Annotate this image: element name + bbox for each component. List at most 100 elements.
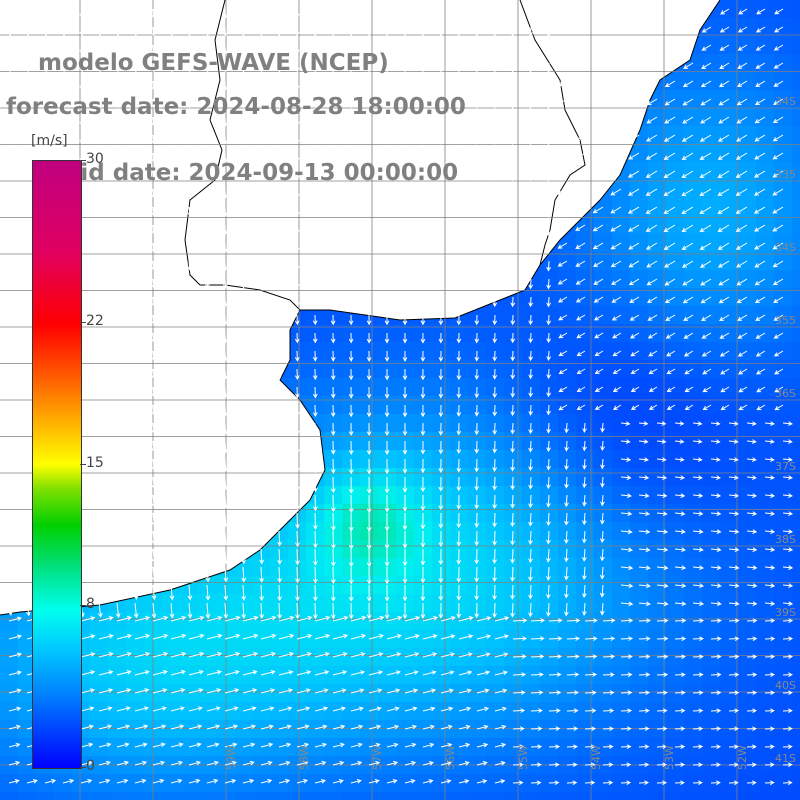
- wind-speed-cell: [792, 108, 800, 127]
- wind-arrow: [314, 706, 329, 712]
- wind-arrow: [647, 314, 658, 321]
- wind-arrow: [674, 457, 685, 462]
- wind-arrow: [8, 584, 13, 598]
- wind-speed-cell: [774, 324, 793, 343]
- wind-arrow: [422, 706, 436, 712]
- wind-arrow: [8, 634, 22, 640]
- wind-speed-cell: [558, 792, 577, 800]
- wind-arrow: [350, 760, 363, 766]
- wind-speed-cell: [684, 108, 703, 127]
- wind-arrow: [402, 531, 408, 549]
- wind-arrow: [699, 260, 712, 268]
- wind-arrow: [612, 404, 622, 410]
- wind-arrow: [258, 134, 264, 145]
- wind-arrow: [97, 422, 103, 434]
- wind-arrow: [764, 672, 776, 678]
- wind-speed-cell: [792, 72, 800, 91]
- wind-arrow: [474, 188, 480, 199]
- wind-arrow: [611, 62, 622, 69]
- wind-arrow: [115, 26, 120, 37]
- wind-arrow: [278, 724, 292, 730]
- wind-arrow: [710, 708, 722, 714]
- wind-arrow: [7, 440, 13, 452]
- wind-arrow: [348, 80, 354, 91]
- wind-arrow: [151, 350, 156, 362]
- wind-arrow: [115, 278, 120, 289]
- wind-arrow: [402, 315, 408, 326]
- wind-arrow: [259, 512, 264, 528]
- wind-arrow: [710, 690, 722, 696]
- wind-arrow: [366, 8, 372, 19]
- wind-arrow: [133, 368, 138, 380]
- wind-arrow: [512, 762, 524, 768]
- wind-arrow: [7, 206, 13, 217]
- wind-arrow: [384, 81, 390, 91]
- colorbar-tick-mark: [80, 321, 86, 323]
- wind-arrow: [438, 224, 444, 235]
- wind-arrow: [782, 601, 794, 606]
- wind-arrow: [474, 458, 480, 473]
- wind-arrow: [610, 134, 622, 142]
- wind-arrow: [755, 80, 766, 87]
- wind-arrow: [564, 566, 569, 581]
- wind-arrow: [205, 584, 211, 601]
- wind-arrow: [456, 116, 462, 127]
- wind-arrow: [187, 584, 193, 601]
- wind-arrow: [294, 314, 300, 326]
- wind-speed-cell: [666, 144, 685, 163]
- wind-speed-cell: [720, 378, 739, 397]
- wind-arrow: [746, 529, 758, 534]
- wind-arrow: [438, 260, 444, 271]
- wind-arrow: [25, 512, 31, 525]
- wind-arrow: [151, 602, 157, 619]
- wind-arrow: [133, 26, 138, 37]
- wind-arrow: [278, 670, 294, 676]
- wind-arrow: [402, 153, 408, 163]
- wind-arrow: [223, 458, 228, 472]
- wind-arrow: [97, 242, 102, 253]
- wind-arrow: [368, 724, 382, 730]
- wind-arrow: [223, 548, 229, 565]
- wind-arrow: [438, 62, 444, 73]
- wind-arrow: [134, 706, 149, 712]
- wind-arrow: [474, 80, 480, 91]
- wind-arrow: [719, 314, 730, 322]
- wind-speed-cell: [612, 270, 631, 289]
- wind-arrow: [384, 476, 390, 494]
- wind-arrow: [512, 708, 526, 713]
- wind-arrow: [188, 670, 204, 676]
- wind-speed-cell: [666, 324, 685, 343]
- wind-arrow: [97, 530, 103, 544]
- wind-arrow: [296, 706, 311, 712]
- wind-arrow: [312, 332, 318, 344]
- wind-arrow: [80, 760, 93, 766]
- wind-arrow: [295, 602, 300, 620]
- wind-speed-cell: [648, 144, 667, 163]
- wind-arrow: [774, 8, 784, 15]
- wind-arrow: [169, 494, 175, 508]
- wind-arrow: [312, 224, 318, 235]
- wind-arrow: [456, 332, 462, 344]
- wind-arrow: [528, 206, 534, 218]
- wind-arrow: [438, 512, 444, 529]
- wind-arrow: [169, 134, 174, 145]
- wind-arrow: [404, 688, 419, 694]
- wind-arrow: [205, 530, 211, 546]
- wind-arrow: [546, 26, 552, 37]
- wind-speed-cell: [756, 288, 775, 307]
- wind-arrow: [205, 350, 210, 362]
- wind-speed-cell: [630, 252, 649, 271]
- wind-arrow: [205, 242, 210, 253]
- wind-arrow: [384, 422, 390, 437]
- wind-arrow: [97, 386, 103, 398]
- wind-arrow: [133, 224, 138, 235]
- wind-arrow: [276, 152, 282, 163]
- wind-arrow: [456, 602, 462, 619]
- wind-arrow: [774, 404, 784, 411]
- wind-speed-cell: [288, 792, 307, 800]
- wind-vectors: [7, 8, 794, 786]
- wind-arrow: [710, 654, 722, 660]
- wind-arrow: [348, 314, 354, 326]
- wind-arrow: [438, 188, 444, 199]
- wind-arrow: [222, 98, 228, 109]
